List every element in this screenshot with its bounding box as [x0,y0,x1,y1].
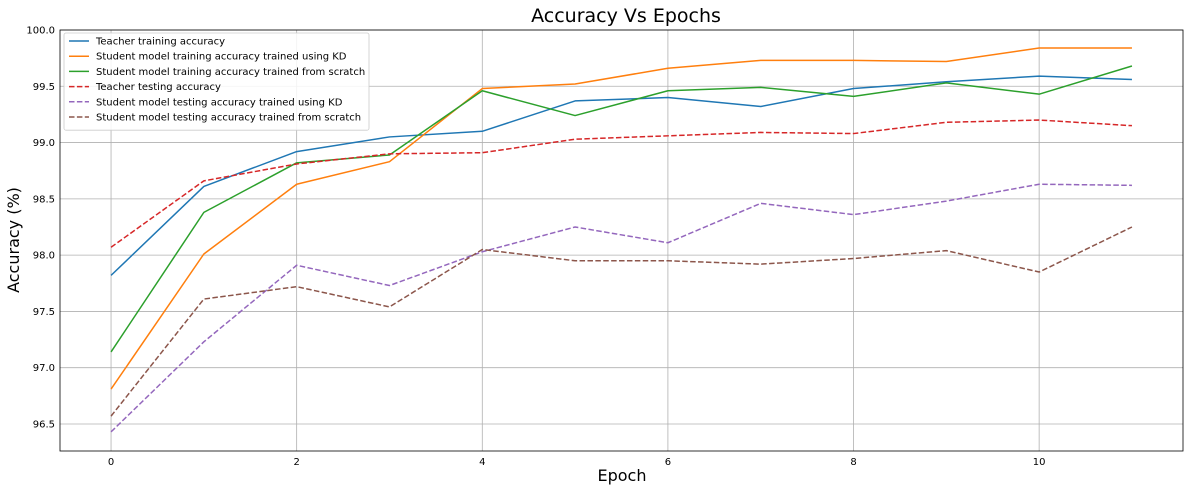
y-tick-label: 100.0 [26,26,55,37]
y-tick-label: 98.5 [33,194,55,205]
series-line-3 [110,65,1133,353]
x-axis-label: Epoch [598,466,647,485]
y-tick-label: 99.5 [33,82,55,93]
legend-label: Student model testing accuracy trained u… [96,97,343,108]
y-tick-label: 99.0 [33,138,55,149]
legend-label: Student model training accuracy trained … [96,67,365,78]
x-tick-label: 6 [665,457,671,468]
legend-label: Student model testing accuracy trained f… [96,113,361,124]
x-tick-label: 10 [1033,457,1046,468]
x-tick-label: 8 [850,457,856,468]
x-tick-label: 0 [108,457,114,468]
x-tick-label: 2 [293,457,299,468]
series-line-6 [110,226,1133,417]
series-lines [110,47,1133,433]
y-tick-label: 96.5 [33,419,55,430]
y-tick-label: 98.0 [33,251,55,262]
series-line-4 [110,119,1132,248]
legend-label: Teacher testing accuracy [95,82,221,93]
x-tick-label: 4 [479,457,485,468]
legend-label: Student model training accuracy trained … [96,52,347,63]
y-tick-label: 97.0 [33,363,55,374]
series-line-1 [110,75,1132,276]
y-axis-label: Accuracy (%) [4,187,23,293]
plot-area-frame [59,29,1184,452]
legend-box [63,32,370,131]
legend: Teacher training accuracy Student model t… [63,32,370,131]
series-line-5 [110,183,1132,433]
axis-ticks: 0 2 4 6 8 10 96.5 97.0 97.5 98.0 98.5 99.0 99.5 100.0 [26,26,1045,469]
chart-title: Accuracy Vs Epochs [531,5,721,27]
series-line-2 [110,47,1132,390]
y-tick-label: 97.5 [33,307,55,318]
legend-label: Teacher training accuracy [95,37,225,48]
